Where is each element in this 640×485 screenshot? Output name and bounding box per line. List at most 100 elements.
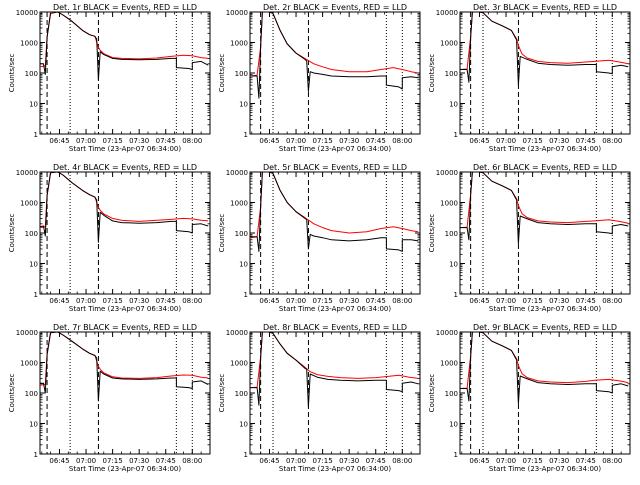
chart-2-xtick-label: 07:00 (286, 137, 306, 145)
chart-5-xtick-label: 08:00 (392, 297, 412, 305)
chart-8-xtick-label: 06:45 (259, 457, 279, 465)
chart-3-ytick-label: 1 (454, 131, 458, 139)
chart-4: Det. 4r BLACK = Events, RED = LLD 1 10 100 1… (8, 163, 211, 313)
chart-1-xtick-label: 08:00 (182, 137, 202, 145)
chart-2-series-group (250, 12, 419, 99)
chart-5-lld-line (250, 172, 419, 239)
chart-3-title: Det. 3r BLACK = Events, RED = LLD (473, 3, 617, 12)
chart-1-frame (39, 11, 211, 135)
chart-1-ytick-label: 10 (29, 101, 38, 109)
chart-8-frame (249, 331, 421, 455)
chart-3-xtick-label: 07:45 (576, 137, 596, 145)
chart-3: Det. 3r BLACK = Events, RED = LLD 1 10 100 1… (428, 3, 631, 153)
chart-3-xtick-label: 08:00 (602, 137, 622, 145)
chart-2-ytick-label: 10000 (226, 9, 248, 17)
chart-3-xtick-label: 06:45 (469, 137, 489, 145)
chart-7-series-group (40, 332, 209, 402)
chart-8-ylabel: Counts/sec (218, 374, 226, 413)
chart-8-series-group (250, 332, 419, 408)
chart-8-xtick-label: 07:00 (286, 457, 306, 465)
chart-4-ytick-label: 10 (29, 261, 38, 269)
chart-9-series-group (460, 332, 629, 405)
chart-6: Det. 6r BLACK = Events, RED = LLD 1 10 100 1… (428, 163, 631, 313)
chart-6-xtick-label: 06:45 (469, 297, 489, 305)
chart-5-xtick-label: 06:45 (259, 297, 279, 305)
chart-9-lld-line (460, 332, 629, 389)
chart-7-xtick-label: 07:00 (76, 457, 96, 465)
chart-7-ytick-label: 100 (25, 390, 38, 398)
chart-7-frame (39, 331, 211, 455)
chart-4-xtick-label: 07:30 (129, 297, 149, 305)
chart-6-series-group (460, 172, 629, 245)
chart-7-title: Det. 7r BLACK = Events, RED = LLD (53, 323, 197, 332)
chart-1-ylabel: Counts/sec (8, 54, 16, 93)
chart-6-xlabel: Start Time (23-Apr-07 06:34:00) (489, 305, 601, 313)
chart-3-ytick-label: 10000 (436, 9, 458, 17)
chart-2-events-line (250, 12, 419, 99)
chart-5-ytick-label: 100 (235, 230, 248, 238)
chart-1-xtick-label: 07:15 (103, 137, 123, 145)
chart-9: Det. 9r BLACK = Events, RED = LLD 1 10 100 1… (428, 323, 631, 473)
chart-8-lld-line (250, 332, 419, 389)
chart-9-ytick-label: 10 (449, 421, 458, 429)
chart-8-ytick-label: 1 (244, 451, 248, 459)
chart-4-ytick-label: 100 (25, 230, 38, 238)
chart-8-ytick-label: 1000 (230, 360, 248, 368)
chart-8-events-line (250, 332, 419, 408)
chart-5-xtick-label: 07:45 (366, 297, 386, 305)
chart-9-xtick-label: 07:45 (576, 457, 596, 465)
chart-5-xtick-label: 07:30 (339, 297, 359, 305)
chart-7-ytick-label: 1 (34, 451, 38, 459)
chart-5-ytick-label: 1000 (230, 200, 248, 208)
chart-7-xtick-label: 08:00 (182, 457, 202, 465)
chart-4-xtick-label: 07:45 (156, 297, 176, 305)
chart-8-xtick-label: 07:45 (366, 457, 386, 465)
chart-4-ytick-label: 10000 (16, 169, 38, 177)
chart-5-title: Det. 5r BLACK = Events, RED = LLD (263, 163, 407, 172)
chart-6-xtick-label: 07:30 (549, 297, 569, 305)
chart-7-xtick-label: 07:45 (156, 457, 176, 465)
chart-4-title: Det. 4r BLACK = Events, RED = LLD (53, 163, 197, 172)
chart-7-xlabel: Start Time (23-Apr-07 06:34:00) (69, 465, 181, 473)
chart-9-ytick-label: 1000 (440, 360, 458, 368)
chart-9-xtick-label: 08:00 (602, 457, 622, 465)
chart-2-title: Det. 2r BLACK = Events, RED = LLD (263, 3, 407, 12)
chart-9-title: Det. 9r BLACK = Events, RED = LLD (473, 323, 617, 332)
chart-4-ytick-label: 1000 (20, 200, 38, 208)
chart-7-lld-line (40, 332, 209, 386)
chart-9-xtick-label: 07:15 (523, 457, 543, 465)
chart-5-ytick-label: 1 (244, 291, 248, 299)
chart-3-ytick-label: 10 (449, 101, 458, 109)
chart-2-ytick-label: 1 (244, 131, 248, 139)
chart-6-xtick-label: 08:00 (602, 297, 622, 305)
chart-4-xlabel: Start Time (23-Apr-07 06:34:00) (69, 305, 181, 313)
chart-1-xtick-label: 07:00 (76, 137, 96, 145)
chart-1-events-line (40, 12, 209, 81)
chart-2-xtick-label: 06:45 (259, 137, 279, 145)
chart-8-ytick-label: 100 (235, 390, 248, 398)
chart-4-ytick-label: 1 (34, 291, 38, 299)
chart-9-ytick-label: 10000 (436, 329, 458, 337)
chart-5-series-group (250, 172, 419, 252)
chart-1-ytick-label: 1 (34, 131, 38, 139)
chart-8-ytick-label: 10000 (226, 329, 248, 337)
chart-6-ytick-label: 1000 (440, 200, 458, 208)
chart-6-events-line (460, 172, 629, 245)
chart-3-ylabel: Counts/sec (428, 54, 436, 93)
chart-3-xtick-label: 07:30 (549, 137, 569, 145)
chart-6-lld-line (460, 172, 629, 229)
chart-4-ylabel: Counts/sec (8, 214, 16, 253)
chart-9-xlabel: Start Time (23-Apr-07 06:34:00) (489, 465, 601, 473)
chart-4-xtick-label: 07:15 (103, 297, 123, 305)
chart-5-ytick-label: 10000 (226, 169, 248, 177)
chart-9-xtick-label: 07:00 (496, 457, 516, 465)
chart-9-events-line (460, 332, 629, 405)
chart-3-ytick-label: 1000 (440, 40, 458, 48)
chart-3-xtick-label: 07:00 (496, 137, 516, 145)
chart-7-ytick-label: 10 (29, 421, 38, 429)
chart-3-lld-line (460, 12, 629, 70)
chart-3-events-line (460, 12, 629, 86)
chart-6-xtick-label: 07:00 (496, 297, 516, 305)
